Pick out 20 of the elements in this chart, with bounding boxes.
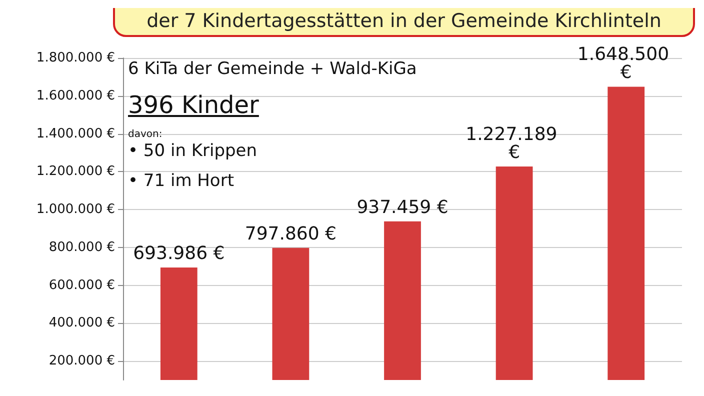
y-tick-label: 1.200.000 € — [36, 164, 115, 180]
annotation: 6 KiTa der Gemeinde + Wald-KiGa — [128, 59, 417, 80]
y-tick-label: 400.000 € — [48, 316, 115, 331]
data-label: 1.227.189 € — [466, 124, 563, 163]
annotation: • 71 im Hort — [128, 171, 234, 192]
y-tick-label: 1.000.000 € — [36, 202, 115, 218]
chart-title: der 7 Kindertagesstätten in der Gemeinde Kirchlinteln — [146, 10, 662, 32]
y-tick-label: 200.000 € — [48, 354, 115, 369]
data-label: 1.648.500 € — [577, 44, 675, 84]
data-label: 693.986 € — [133, 242, 225, 264]
data-label: 937.459 € — [356, 196, 448, 218]
annotation: davon: — [128, 129, 162, 140]
data-label: 797.860 € — [244, 223, 337, 244]
annotation: • 50 in Krippen — [128, 141, 258, 162]
y-tick-label: 800.000 € — [48, 240, 115, 255]
y-tick-label: 1.600.000 € — [36, 88, 115, 104]
y-tick-label: 1.800.000 € — [36, 50, 115, 66]
y-tick-label: 1.400.000 € — [36, 126, 115, 142]
y-tick-label: 600.000 € — [48, 278, 115, 293]
annotation: 396 Kinder — [128, 91, 259, 120]
